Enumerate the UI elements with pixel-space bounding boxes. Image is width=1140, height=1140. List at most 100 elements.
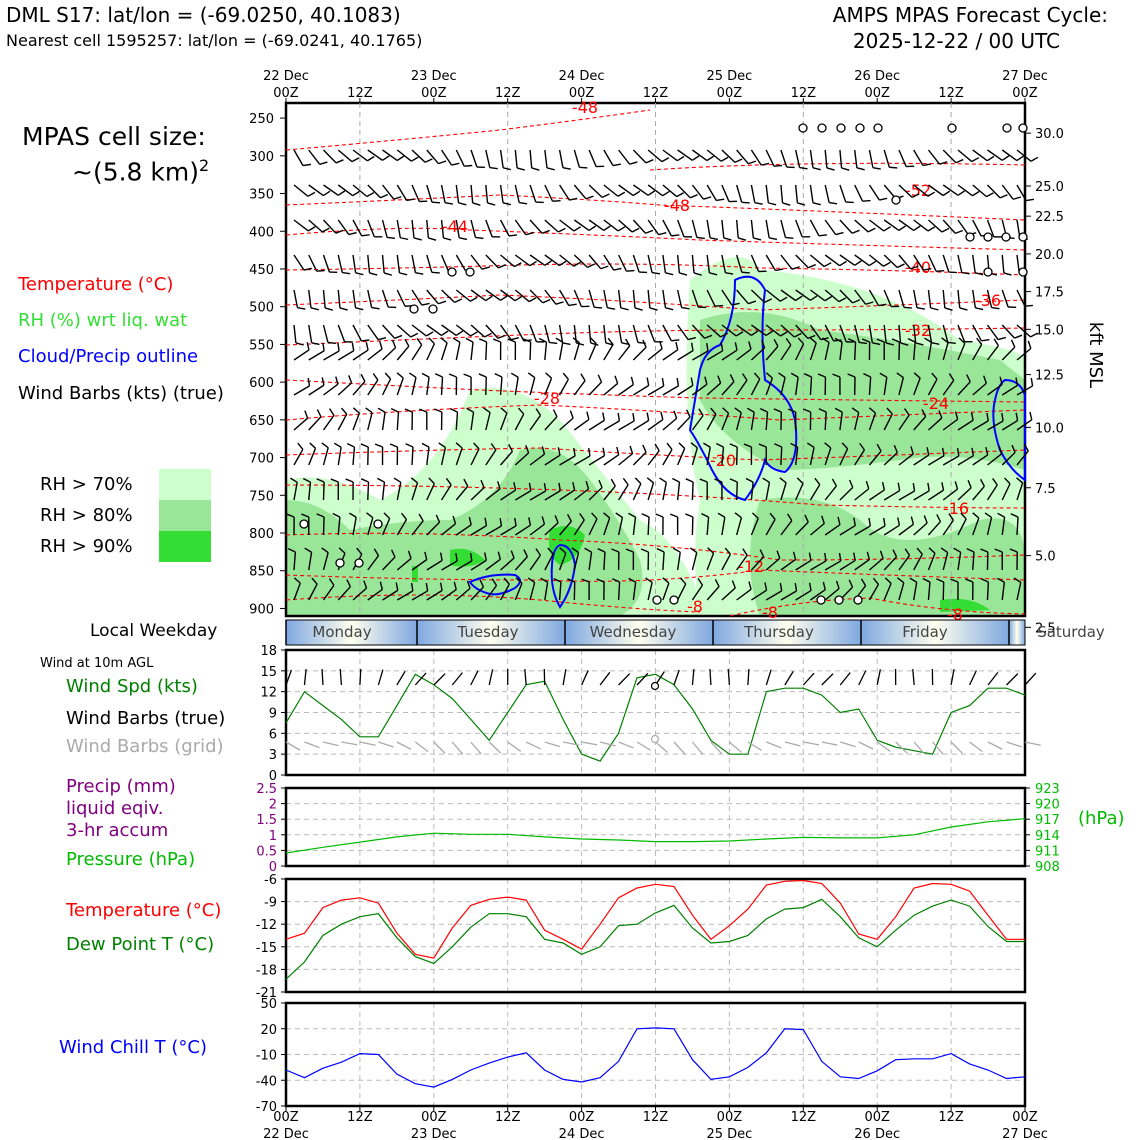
wind-barb-9-24 [647, 443, 660, 466]
wind-barb-flag [579, 166, 588, 169]
wind-barb-flag [748, 341, 752, 350]
wind-barb-flag [562, 372, 569, 380]
kft-tick-label: 10.0 [1035, 421, 1064, 436]
wind-barb-12-25 [656, 548, 665, 571]
ytick-label: 12 [260, 686, 277, 701]
wind-barb-flag [1001, 412, 1004, 422]
wind-barb-shaft [308, 289, 312, 308]
wind-barb-5-2 [322, 324, 336, 345]
wind-barb-shaft [618, 219, 633, 233]
wind-barb-shaft [824, 324, 835, 342]
wind-barb-flag [841, 167, 850, 171]
wind-barb-shaft [839, 219, 853, 234]
wind-barb-shaft [691, 552, 698, 571]
wind-barb-9-2 [321, 442, 329, 466]
wind-barb-1-45 [957, 184, 980, 197]
label-wind-barbs: Wind Barbs (true) [66, 708, 226, 729]
wind-barb-flag [316, 478, 325, 483]
wind-barb-true [821, 673, 834, 686]
wind-barb-flag [779, 296, 788, 302]
wind-barb-flag [549, 341, 558, 345]
wind-barb-shaft [868, 557, 884, 571]
wind-barb-4-38 [854, 289, 874, 305]
wind-barb-flag [896, 577, 905, 584]
wind-barb-flag [780, 331, 788, 337]
wind-barb-flag [734, 158, 743, 164]
wind-barb-flag [834, 337, 843, 343]
wind-barb-shaft [957, 419, 974, 431]
wind-barb-12-40 [883, 549, 898, 571]
wind-barb-11-19 [573, 513, 585, 536]
wind-barb-11-5 [366, 512, 374, 536]
wind-barb-shaft [986, 484, 998, 501]
weekday-day: Saturday [1037, 623, 1105, 641]
wind-barb-2-31 [750, 219, 762, 241]
wind-barb-5-0 [293, 324, 304, 346]
wind-barb-flag [366, 192, 375, 198]
wind-barb-shaft [426, 483, 435, 501]
wind-barb-11-17 [544, 515, 559, 536]
wind-barb-shaft [927, 289, 932, 308]
wind-barb-flag [377, 407, 386, 413]
wind-barb-3-43 [927, 254, 945, 272]
wind-barb-7-16 [527, 372, 536, 396]
wind-barb-flag [774, 443, 782, 448]
wind-barb-flag [714, 478, 723, 483]
wind-barb-flag [722, 407, 730, 414]
wind-barb-shaft [765, 411, 769, 431]
wind-barb-shaft [750, 254, 760, 272]
wind-barb-flag [335, 229, 344, 234]
wind-barb-shaft [647, 516, 650, 536]
wind-barb-true [876, 669, 882, 686]
wind-barb-shaft [558, 581, 562, 601]
wind-barb-shaft [898, 555, 911, 571]
y2tick-label: 911 [1035, 844, 1060, 859]
wind-barb-shaft [780, 520, 793, 536]
wind-barb-flag [714, 304, 724, 307]
wind-barb-shaft [795, 254, 809, 269]
wind-barb-shaft [750, 412, 755, 431]
wind-panel-title: Wind at 10m AGL [40, 656, 154, 671]
wind-barb-shaft [913, 342, 916, 361]
wind-barb-0-36 [824, 149, 835, 171]
wind-barb-shaft [293, 417, 309, 431]
wind-barb-flag [321, 547, 329, 554]
wind-barb-3-13 [485, 254, 507, 269]
wind-barb-9-0 [293, 442, 304, 466]
top-date-label: 27 Dec [1002, 69, 1048, 84]
wind-barb-shaft [913, 289, 918, 308]
ytick-label: 9 [269, 707, 277, 722]
wind-barb-shaft [322, 414, 335, 431]
wind-barb-flag [731, 302, 740, 306]
wind-barb-flag [659, 477, 667, 483]
wind-barb-flag [346, 579, 352, 588]
wind-barb-shaft [691, 447, 699, 466]
wind-barb-shaft [898, 184, 913, 198]
wind-barb-shaft [927, 149, 941, 165]
wind-barb-flag [693, 272, 702, 276]
wind-barb-7-10 [434, 373, 444, 396]
top-date-label: 23 Dec [411, 69, 457, 84]
wind-barb-shaft [942, 488, 958, 501]
wind-barb-12-35 [810, 552, 827, 571]
wind-barb-shaft [883, 254, 898, 268]
wind-barb-10-34 [795, 477, 804, 501]
wind-barb-1-8 [411, 184, 428, 203]
wind-barb-7-30 [736, 373, 748, 396]
wind-barb-flag [971, 157, 980, 163]
wind-barb-shaft [780, 184, 784, 203]
y2tick-label: 908 [1035, 860, 1060, 875]
wind-barb-true [618, 673, 631, 686]
wind-barb-4-2 [322, 289, 334, 311]
wind-barb-flag [622, 477, 629, 486]
wind-barb-flag [921, 409, 927, 417]
wind-barb-shaft [854, 324, 860, 343]
wind-barb-grid [673, 741, 686, 755]
wind-barb-flag [625, 548, 634, 553]
wind-barb-shaft [868, 412, 877, 431]
wind-barb-shaft [470, 149, 478, 168]
wind-barb-3-26 [676, 254, 688, 276]
wind-barb-flag [470, 331, 478, 337]
wind-barb-shaft [603, 485, 616, 501]
